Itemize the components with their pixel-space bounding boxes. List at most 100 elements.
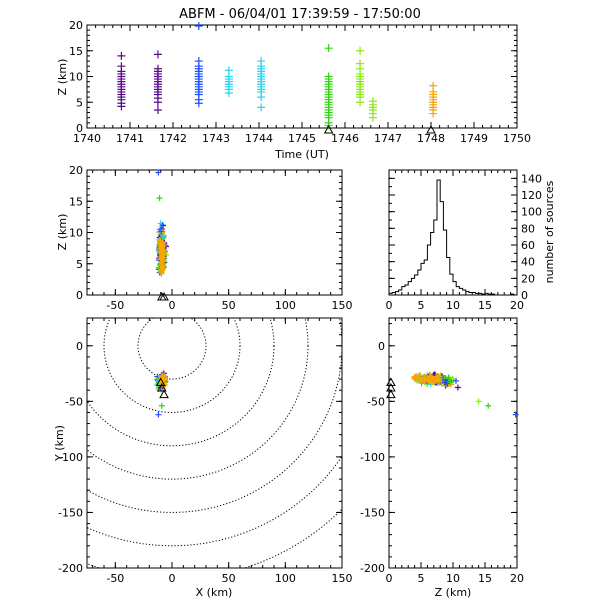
- y-tick-label: -200: [360, 562, 385, 575]
- y-tick-label: 80: [521, 222, 535, 235]
- x-tick-label: 1742: [159, 132, 187, 145]
- source-point: [153, 50, 162, 59]
- y-axis-label: Z (km): [56, 214, 69, 251]
- y-tick-label: 5: [76, 258, 83, 271]
- source-point: [159, 222, 166, 229]
- x-tick-label: 1743: [202, 132, 230, 145]
- x-tick-label: 0: [169, 572, 176, 585]
- x-tick-label: 100: [275, 299, 296, 312]
- histogram-step-line: [388, 179, 517, 296]
- x-tick-label: 1747: [374, 132, 402, 145]
- source-point: [412, 374, 419, 381]
- x-tick-label: -50: [106, 572, 124, 585]
- y-tick-label: -100: [360, 451, 385, 464]
- station-triangle-marker: [386, 377, 396, 386]
- station-triangle-marker: [323, 124, 334, 134]
- x-tick-label: 0: [386, 572, 393, 585]
- y-tick-label: 0: [76, 340, 83, 353]
- source-point: [426, 375, 433, 382]
- y-tick-label: 100: [521, 206, 542, 219]
- source-point: [435, 374, 442, 381]
- x-tick-label: 15: [478, 299, 492, 312]
- source-point: [356, 59, 365, 68]
- range-ring: [87, 318, 275, 447]
- source-point: [194, 57, 203, 66]
- x-tick-label: 10: [446, 299, 460, 312]
- x-tick-label: 1748: [417, 132, 445, 145]
- plot-frame: [86, 169, 343, 296]
- source-point: [368, 97, 377, 106]
- source-point: [449, 376, 456, 383]
- source-point: [224, 66, 233, 75]
- source-point: [447, 379, 454, 386]
- source-point: [257, 57, 266, 66]
- x-tick-label: 100: [275, 572, 296, 585]
- station-triangle-marker: [386, 389, 396, 399]
- source-point: [156, 195, 163, 202]
- y-tick-label: 120: [521, 189, 542, 202]
- source-point: [155, 169, 162, 176]
- x-tick-label: 20: [510, 572, 524, 585]
- y-axis-label: Z (km): [56, 59, 69, 96]
- x-tick-label: 50: [222, 572, 236, 585]
- z-y-panel: 0 5 10 15 20 -200 -150 -100 -50 0 Z (km): [360, 317, 524, 599]
- source-point: [159, 266, 166, 273]
- y-tick-label: 20: [69, 164, 83, 177]
- station-triangle-marker: [426, 124, 436, 134]
- x-axis-label: Time (UT): [274, 148, 329, 161]
- plot-frame: [86, 317, 343, 569]
- source-point: [324, 72, 333, 81]
- source-point: [485, 402, 492, 409]
- x-tick-label: 1745: [288, 132, 316, 145]
- y-tick-label: 0: [521, 289, 528, 302]
- y-tick-label: 5: [76, 96, 83, 109]
- source-point: [158, 228, 165, 235]
- source-point: [117, 62, 126, 71]
- source-point: [417, 377, 424, 384]
- x-tick-label: 150: [332, 299, 353, 312]
- range-ring: [87, 318, 309, 480]
- y-axis-label: Y (km): [53, 425, 66, 462]
- x-tick-label: 10: [446, 572, 460, 585]
- range-ring: [137, 318, 207, 380]
- y-tick-label: 60: [521, 239, 535, 252]
- source-point: [430, 378, 437, 385]
- source-point: [158, 402, 165, 409]
- x-height-panel: -50 0 50 100 150 0 5 10 15 20 Z (km): [56, 164, 353, 312]
- source-point: [512, 411, 519, 418]
- x-tick-label: 1741: [116, 132, 144, 145]
- y-tick-label: -100: [58, 451, 83, 464]
- y-tick-label: 10: [69, 71, 83, 84]
- x-tick-label: 5: [418, 299, 425, 312]
- x-tick-label: -50: [106, 299, 124, 312]
- x-tick-label: 5: [418, 572, 425, 585]
- source-point: [158, 259, 165, 266]
- source-point: [155, 411, 162, 418]
- y-tick-label: 20: [521, 272, 535, 285]
- source-point: [158, 267, 165, 274]
- x-axis-label: X (km): [196, 586, 233, 599]
- plot-frame: [388, 317, 518, 569]
- source-point: [153, 64, 162, 73]
- y-tick-label: 0: [378, 340, 385, 353]
- source-point: [475, 398, 482, 405]
- y-tick-label: -150: [360, 506, 385, 519]
- source-point: [429, 81, 438, 90]
- x-tick-label: 1749: [460, 132, 488, 145]
- y-tick-label: -50: [65, 395, 83, 408]
- y-tick-label: 0: [76, 122, 83, 135]
- x-tick-label: 0: [169, 299, 176, 312]
- source-point: [257, 103, 266, 112]
- range-rings: [87, 318, 342, 568]
- y-tick-label: 0: [76, 289, 83, 302]
- source-point: [160, 232, 167, 239]
- figure-title: ABFM - 06/04/01 17:39:59 - 17:50:00: [179, 7, 421, 22]
- source-point: [454, 384, 461, 391]
- plan-view-panel: -50 0 50 100 150 -200 -150 -100 -50 0 X (km) Y (km): [53, 317, 353, 599]
- x-axis-label: Z (km): [435, 586, 472, 599]
- y-axis-label: number of sources: [543, 180, 556, 283]
- y-tick-label: -200: [58, 562, 83, 575]
- source-point: [356, 46, 365, 55]
- y-tick-label: 140: [521, 172, 542, 185]
